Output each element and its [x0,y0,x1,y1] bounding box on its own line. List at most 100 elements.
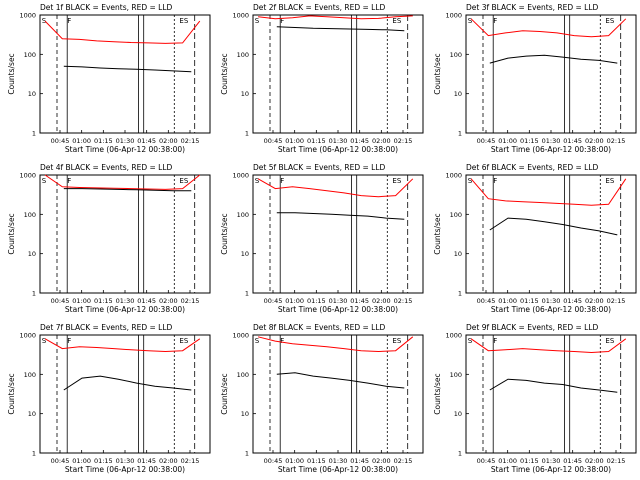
y-axis-label: Counts/sec [433,53,442,94]
panel-3: Det 3f BLACK = Events, RED = LLD 1 10 100 10… [433,3,637,154]
y-tick-label: 10 [28,90,36,98]
y-tick-label: 10 [454,90,462,98]
y-tick-label: 1 [32,130,36,138]
marker-label: ES [392,337,401,345]
y-tick-label: 1 [458,290,462,298]
plot-frame [39,14,211,134]
panel-title: Det 4f BLACK = Events, RED = LLD [40,163,173,172]
x-tick-label: 00:45 [264,297,283,305]
marker-label: F [493,17,497,25]
x-tick-label: 02:15 [181,297,200,305]
x-tick-label: 01:00 [498,297,517,305]
x-tick-label: 01:45 [137,297,156,305]
x-tick-label: 01:30 [542,457,561,465]
x-tick-label: 02:15 [607,297,626,305]
series-events [489,54,618,64]
marker-label: S [255,337,260,345]
x-tick-label: 01:45 [563,297,582,305]
series-events [489,217,618,236]
x-tick-label: 01:00 [72,457,91,465]
y-tick-label: 1 [458,130,462,138]
series-lld [258,15,413,20]
series-lld [44,20,201,44]
x-tick-label: 02:15 [394,137,413,145]
y-tick-label: 100 [24,371,36,379]
x-tick-label: 01:15 [94,137,113,145]
panel-title: Det 7f BLACK = Events, RED = LLD [40,323,173,332]
marker-label: F [493,337,497,345]
plot-frame [39,174,211,294]
series-lld [470,178,627,206]
y-tick-label: 1000 [232,332,249,340]
y-tick-label: 10 [241,410,249,418]
marker-label: ES [605,177,614,185]
x-axis-label: Start Time (06-Apr-12 00:38:00) [278,145,398,154]
marker-label: ES [605,17,614,25]
x-tick-label: 01:00 [498,457,517,465]
x-tick-label: 01:00 [285,137,304,145]
marker-label: F [67,17,71,25]
x-tick-label: 01:00 [285,457,304,465]
x-tick-label: 01:15 [520,457,539,465]
panel-4: Det 4f BLACK = Events, RED = LLD 1 10 100 10… [7,163,211,314]
x-axis-label: Start Time (06-Apr-12 00:38:00) [278,305,398,314]
y-tick-label: 100 [24,51,36,59]
panel-8: Det 8f BLACK = Events, RED = LLD 1 10 100 10… [220,323,424,474]
marker-label: S [468,177,473,185]
y-tick-label: 1 [245,290,249,298]
x-tick-label: 01:30 [116,137,135,145]
x-tick-label: 00:45 [51,457,70,465]
y-tick-label: 1 [245,450,249,458]
x-tick-label: 02:00 [159,457,178,465]
x-tick-label: 02:00 [585,457,604,465]
series-events [63,65,192,73]
y-axis-label: Counts/sec [220,373,229,414]
y-tick-label: 100 [450,371,462,379]
marker-label: S [468,17,473,25]
marker-label: F [280,337,284,345]
y-axis-label: Counts/sec [220,53,229,94]
marker-label: ES [179,17,188,25]
y-axis-label: Counts/sec [7,213,16,254]
x-tick-label: 02:00 [372,297,391,305]
y-tick-label: 10 [454,410,462,418]
x-tick-label: 02:00 [159,297,178,305]
x-tick-label: 01:45 [350,137,369,145]
y-tick-label: 100 [24,211,36,219]
x-tick-label: 01:15 [520,297,539,305]
x-tick-label: 01:30 [329,297,348,305]
plot-frame [252,334,424,454]
x-tick-label: 01:15 [94,297,113,305]
plot-frame [252,14,424,134]
x-tick-label: 01:45 [350,457,369,465]
y-axis-label: Counts/sec [433,213,442,254]
x-tick-label: 01:15 [307,297,326,305]
x-tick-label: 00:45 [477,137,496,145]
x-tick-label: 02:15 [394,457,413,465]
x-tick-label: 01:45 [137,457,156,465]
y-tick-label: 1 [32,290,36,298]
marker-label: F [493,177,497,185]
marker-label: ES [179,337,188,345]
marker-label: F [280,17,284,25]
x-axis-label: Start Time (06-Apr-12 00:38:00) [65,145,185,154]
x-tick-label: 00:45 [264,457,283,465]
series-events [63,375,192,391]
series-lld [257,336,414,353]
x-tick-label: 02:00 [159,137,178,145]
marker-label: ES [605,337,614,345]
x-tick-label: 01:00 [72,297,91,305]
panel-title: Det 1f BLACK = Events, RED = LLD [40,3,173,12]
marker-label: S [42,17,47,25]
series-lld [470,338,627,354]
y-tick-label: 100 [450,51,462,59]
panel-9: Det 9f BLACK = Events, RED = LLD 1 10 100 10… [433,323,637,474]
y-tick-label: 100 [237,371,249,379]
y-tick-label: 1000 [19,332,36,340]
x-tick-label: 01:45 [563,137,582,145]
x-tick-label: 01:00 [72,137,91,145]
x-tick-label: 01:45 [137,137,156,145]
series-events [63,188,192,192]
x-tick-label: 02:00 [585,297,604,305]
